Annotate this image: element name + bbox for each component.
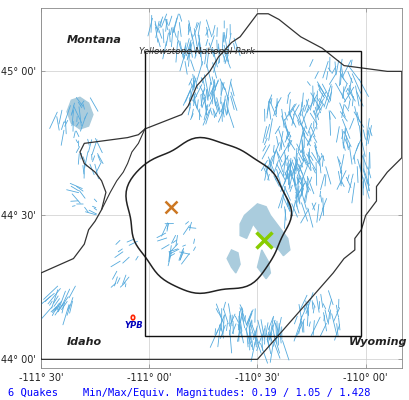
Polygon shape [126,138,291,293]
Polygon shape [41,14,401,359]
Polygon shape [67,97,93,129]
Text: Montana: Montana [67,34,121,44]
Polygon shape [257,250,270,279]
Text: Idaho: Idaho [67,337,102,347]
Bar [144,51,360,336]
Text: Wyoming: Wyoming [348,337,406,347]
Text: YPB: YPB [124,321,143,330]
Text: 6 Quakes    Min/Max/Equiv. Magnitudes: 0.19 / 1.05 / 1.428: 6 Quakes Min/Max/Equiv. Magnitudes: 0.19… [8,388,370,398]
Polygon shape [227,250,240,273]
Text: Yellowstone National Park: Yellowstone National Park [139,47,254,56]
Polygon shape [240,204,289,256]
